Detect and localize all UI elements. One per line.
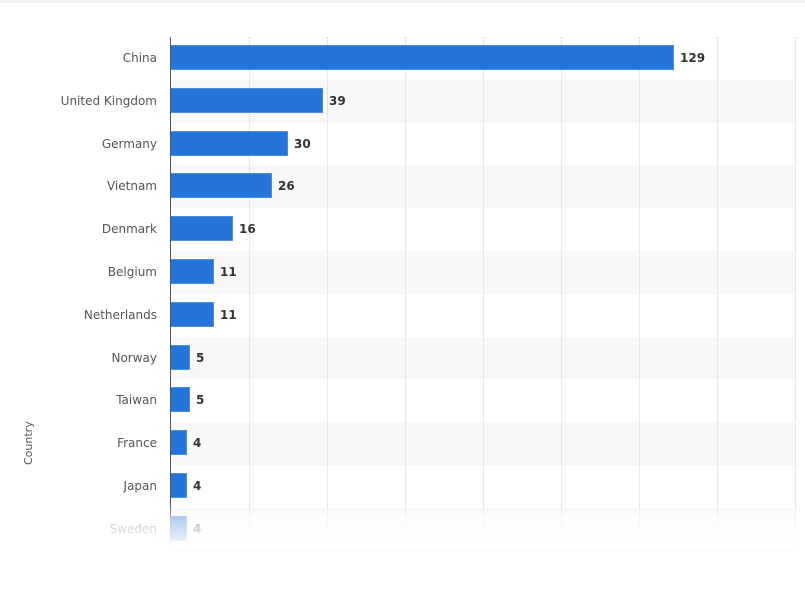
bar[interactable] (171, 87, 323, 113)
category-label: Belgium (107, 265, 157, 279)
bar-row: Germany 30 (0, 123, 805, 166)
bar[interactable] (171, 259, 214, 284)
bar-row: Denmark 16 (0, 208, 805, 251)
category-label: Germany (101, 136, 157, 151)
bar-row: Netherlands 11 (0, 294, 805, 337)
bar-row: France 4 (0, 422, 805, 465)
bar[interactable] (171, 45, 674, 70)
gridline (795, 37, 796, 543)
data-label: 129 (680, 51, 706, 65)
category-label: Norway (111, 350, 157, 365)
gridline (405, 37, 406, 543)
category-label: China (122, 51, 157, 65)
gridline (639, 37, 640, 543)
bar[interactable] (171, 173, 272, 199)
category-label: France (117, 436, 157, 451)
bar[interactable] (171, 473, 187, 498)
bar[interactable] (171, 216, 233, 242)
bar[interactable] (171, 344, 190, 370)
data-label: 11 (220, 307, 237, 322)
category-label: United Kingdom (60, 93, 157, 108)
data-label: 4 (193, 479, 202, 493)
bar-row: United Kingdom 39 (0, 80, 805, 123)
bar-row: Japan 4 (0, 465, 805, 508)
category-label: Vietnam (106, 179, 157, 194)
bar-row: Belgium 11 (0, 251, 805, 294)
data-label: 39 (329, 93, 346, 108)
category-label: Netherlands (83, 307, 157, 322)
bar-row: Taiwan 5 (0, 379, 805, 422)
data-label: 5 (196, 393, 205, 408)
y-axis-title: Country (22, 421, 35, 465)
category-label: Taiwan (116, 393, 157, 408)
bar[interactable] (171, 387, 190, 413)
gridline (249, 37, 250, 543)
data-label: 26 (278, 179, 295, 194)
data-label: 16 (239, 222, 256, 237)
y-axis-line (170, 37, 171, 543)
gridline (483, 37, 484, 543)
gridline (561, 37, 562, 543)
bar-row: Norway 5 (0, 337, 805, 380)
bar[interactable] (171, 130, 288, 156)
bar-row: Vietnam 26 (0, 165, 805, 208)
gridline (327, 37, 328, 543)
data-label: 30 (294, 136, 311, 151)
data-label: 11 (220, 265, 237, 279)
category-label: Denmark (101, 222, 157, 237)
bar[interactable] (171, 301, 214, 327)
bar[interactable] (171, 430, 187, 456)
scroll-fade-overlay (0, 505, 805, 550)
category-label: Japan (123, 479, 157, 493)
bar-row: China 129 (0, 37, 805, 80)
data-label: 5 (196, 350, 205, 365)
gridline (717, 37, 718, 543)
top-border (0, 0, 805, 3)
data-label: 4 (193, 436, 202, 451)
